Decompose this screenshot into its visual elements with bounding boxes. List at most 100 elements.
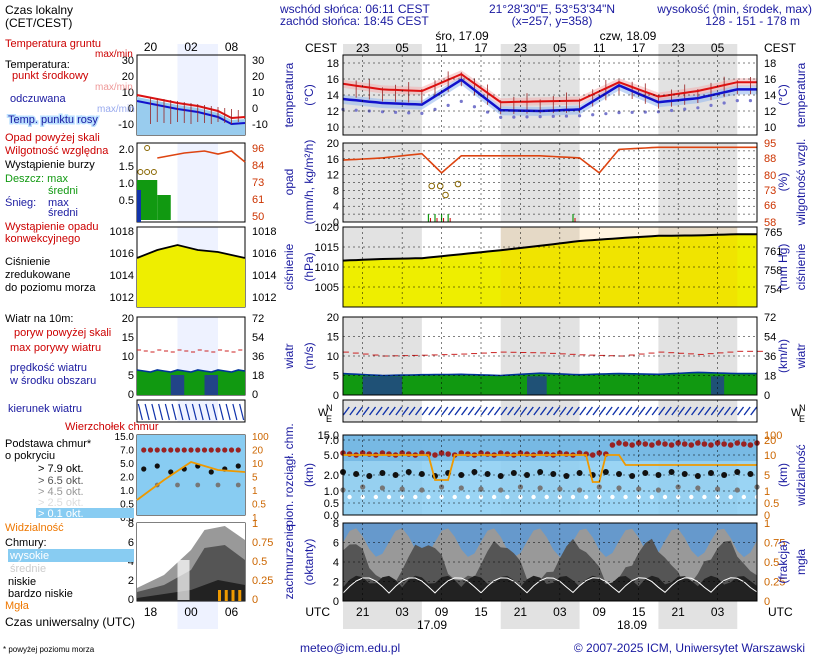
legend-pressure-tick: 1014 (252, 270, 276, 282)
cisnienie-left: ciśnienie (282, 243, 296, 290)
legend-wind-tick: 54 (252, 332, 264, 344)
temp-band (343, 70, 757, 107)
local-time-tz: (CET/CEST) (5, 16, 72, 30)
temp-maxmin-label: max/min (95, 82, 133, 93)
legend-utc-tick: 18 (144, 605, 158, 619)
night-band (658, 44, 738, 55)
night-band (658, 400, 738, 422)
legend-cloud-base-dot (235, 482, 241, 488)
night-band (500, 143, 580, 222)
legend-fog-bar (231, 590, 235, 601)
cl-mid-label: średnie (10, 563, 46, 575)
legend-vis-tick: 1 (252, 486, 258, 497)
wind-arrow (454, 406, 462, 416)
wind-arrow (526, 406, 534, 416)
cloud-base-dot (379, 470, 386, 476)
cloud-base-dot (458, 485, 464, 491)
legend-cloud-top-dot (154, 447, 160, 453)
wind-arrow (723, 406, 731, 416)
temp-tick-left: 16 (327, 74, 339, 86)
dewpoint-dot (564, 114, 569, 118)
cloud-base-dot (741, 494, 747, 500)
wind-calm-band (362, 376, 403, 395)
wind-tick-left: 15 (327, 332, 339, 344)
wind-arrow (684, 406, 692, 416)
legend-cloud-tick: 7.0 (120, 446, 134, 457)
legend-pressure-line (136, 244, 246, 259)
pressure-tick-left: 1015 (315, 242, 339, 254)
cloud-top-dot (465, 451, 471, 457)
wind-arrow (704, 406, 712, 416)
wind-arrow (553, 406, 561, 416)
legend-temp-tick: 0 (128, 103, 134, 115)
legend-temp-tick: 30 (252, 55, 264, 67)
legend-cloud-base-dot (168, 469, 174, 475)
cloud-top-dot (563, 451, 570, 457)
legend-humidity-line (157, 150, 246, 163)
legend-rain-bar (137, 180, 158, 220)
legend-wind-tick: 10 (122, 351, 134, 363)
cloud-base-dot (491, 494, 497, 500)
cloud-top-dot (504, 451, 511, 457)
cloud-top-dot (524, 451, 530, 457)
legend-fog-tick: 0.25 (252, 575, 273, 587)
legend-cloud-top-dot (147, 447, 154, 453)
night-band (658, 601, 738, 629)
legend-cover-tick: 8 (128, 518, 134, 530)
cloud-top-dot (701, 441, 708, 447)
wind-arrow (658, 406, 666, 416)
legend-pressure-area (137, 245, 245, 307)
footer-copyright: © 2007-2025 ICM, Uniwersytet Warszawski (574, 641, 805, 655)
compass-w: W (791, 407, 802, 419)
sunrise: wschód słońca: 06:11 CEST (279, 2, 431, 16)
dewpoint-dot (683, 107, 687, 111)
cloud-top-dot (445, 451, 451, 457)
pressure-label-3: do poziomu morza (5, 282, 96, 294)
legend-vis-tick: 100 (252, 432, 269, 443)
cloud-base-dot (583, 494, 589, 500)
legend-day-band (177, 400, 218, 422)
cisnienie-left-unit: (hPa) (302, 252, 316, 281)
soil-temp-label: Temperatura gruntu (5, 38, 101, 50)
panel-frame (342, 226, 758, 308)
snow-mid-label: średni (48, 207, 78, 219)
legend-vis-tick: 20 (252, 446, 264, 457)
legend-cloud-top-dot (168, 447, 174, 453)
wind-arrow (507, 406, 515, 416)
wind-arrow (605, 406, 613, 416)
opad-right: wilgotność wzgl. (794, 139, 808, 227)
legend-vis-tick: 1 (252, 513, 258, 524)
storm-marker (442, 191, 449, 199)
cloud-base-dot (544, 494, 549, 500)
pion-left: pion. rozciągł. chm. (282, 423, 296, 526)
wind-tick-left: 0 (333, 390, 339, 402)
utc-hour-tick: 03 (395, 605, 409, 619)
zachmurzenie-right-unit: (frakcja) (776, 540, 790, 583)
snow-max-label: max (48, 197, 69, 209)
legend-fog-bar (238, 590, 242, 601)
wind-arrow (513, 406, 521, 416)
cloud-top-dot (741, 441, 747, 447)
legend-cloud-base-dot (235, 463, 241, 469)
wind-arrow (185, 403, 191, 421)
cloud-top-dot (681, 441, 688, 447)
cloud-base-dot (418, 471, 425, 477)
cloud-top-dot (695, 440, 701, 446)
dewpoint-dot (591, 113, 595, 117)
wind-tick-right: 18 (764, 371, 776, 383)
storm-label: Wystąpienie burzy (5, 159, 95, 171)
panel-frame (342, 142, 758, 223)
storm-marker (436, 182, 444, 190)
utc-hour-tick: 21 (356, 605, 370, 619)
wind-arrow (239, 403, 245, 421)
zachmurzenie-right: mgła (794, 549, 808, 575)
wind-arrow (539, 406, 547, 416)
cloud-top-dot (432, 452, 438, 458)
wind-calm-band (527, 376, 547, 395)
legend-humidity-tick: 84 (252, 160, 264, 172)
cloud-base-dot (426, 494, 431, 500)
cloud-base-dot (655, 487, 662, 493)
visibility-tick-right: 20 (764, 435, 776, 447)
cloud-top-dot (616, 440, 622, 446)
